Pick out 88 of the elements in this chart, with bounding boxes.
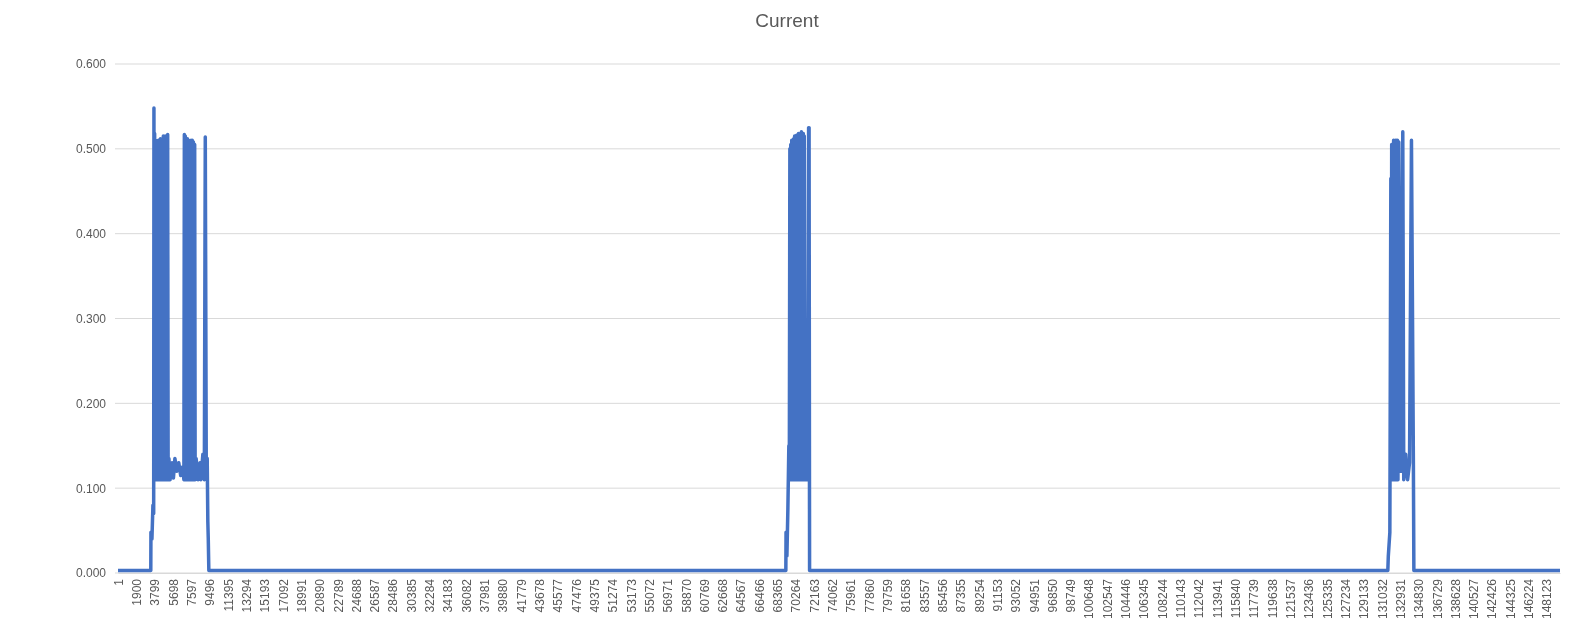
x-tick-label: 22789 [331, 578, 346, 613]
x-tick-label: 110143 [1174, 578, 1189, 619]
x-tick-label: 87355 [954, 578, 969, 613]
x-tick-label: 28486 [386, 578, 401, 613]
x-tick-label: 18991 [294, 578, 309, 613]
x-tick-label: 115840 [1229, 578, 1244, 619]
x-tick-label: 62668 [716, 578, 731, 613]
x-tick-label: 45577 [551, 578, 566, 613]
x-tick-label: 37981 [478, 578, 493, 613]
x-tick-label: 39880 [496, 578, 511, 613]
x-tick-label: 1 [111, 578, 126, 586]
x-tick-label: 91153 [990, 578, 1005, 612]
x-tick-label: 43678 [532, 578, 547, 613]
x-tick-label: 15193 [258, 578, 273, 613]
x-tick-label: 102547 [1100, 578, 1115, 620]
x-tick-label: 125335 [1320, 578, 1335, 620]
x-tick-label: 66466 [752, 578, 767, 613]
x-tick-label: 75961 [844, 578, 859, 613]
x-tick-label: 32284 [423, 578, 438, 613]
x-tick-label: 51274 [606, 578, 621, 613]
x-tick-label: 34183 [441, 578, 456, 613]
x-tick-label: 85456 [935, 578, 950, 613]
x-tick-label: 64567 [734, 578, 749, 613]
x-tick-label: 47476 [569, 578, 584, 613]
x-tick-label: 140527 [1467, 578, 1482, 620]
x-tick-label: 123436 [1302, 578, 1317, 620]
x-tick-label: 68365 [771, 578, 786, 613]
chart-title: Current [755, 10, 820, 31]
x-tick-label: 104446 [1119, 578, 1134, 620]
x-tick-label: 96850 [1045, 578, 1060, 613]
x-tick-label: 17092 [276, 578, 291, 613]
x-tick-label: 49375 [587, 578, 602, 613]
x-tick-label: 148123 [1540, 578, 1555, 620]
x-tick-label: 26587 [368, 578, 383, 613]
x-tick-label: 41779 [514, 578, 529, 613]
y-tick-label: 0.200 [75, 396, 107, 411]
x-tick-label: 144325 [1503, 578, 1518, 620]
x-tick-label: 11395 [221, 578, 236, 612]
x-tick-label: 24688 [349, 578, 364, 613]
x-tick-label: 81658 [899, 578, 914, 613]
x-tick-label: 56971 [661, 578, 676, 613]
x-tick-label: 117739 [1247, 578, 1262, 619]
x-tick-label: 70264 [789, 578, 804, 613]
x-tick-label: 53173 [624, 578, 639, 613]
x-tick-label: 136729 [1430, 578, 1445, 620]
x-tick-label: 134830 [1412, 578, 1427, 620]
x-tick-label: 132931 [1393, 578, 1408, 620]
x-tick-label: 7597 [184, 578, 199, 606]
y-tick-label: 0.000 [75, 566, 107, 581]
x-tick-label: 58870 [679, 578, 694, 613]
x-tick-label: 30385 [404, 578, 419, 613]
x-tick-label: 55072 [642, 578, 657, 613]
x-tick-label: 20890 [313, 578, 328, 613]
y-tick-label: 0.400 [75, 227, 107, 242]
y-tick-label: 0.500 [75, 142, 107, 157]
x-tick-label: 72163 [807, 578, 822, 613]
x-tick-label: 93052 [1009, 578, 1024, 613]
x-tick-label: 94951 [1027, 578, 1042, 613]
x-tick-label: 89254 [972, 578, 987, 613]
x-tick-label: 131032 [1375, 578, 1390, 620]
x-tick-label: 79759 [881, 578, 896, 613]
x-tick-label: 127234 [1338, 578, 1353, 620]
x-tick-label: 113941 [1210, 578, 1225, 619]
x-tick-label: 108244 [1155, 578, 1170, 620]
x-tick-label: 98749 [1064, 578, 1079, 613]
x-tick-label: 100648 [1082, 578, 1097, 620]
x-tick-label: 138628 [1448, 578, 1463, 620]
x-tick-label: 13294 [239, 578, 254, 613]
x-tick-label: 36082 [459, 578, 474, 613]
y-tick-label: 0.100 [75, 481, 107, 496]
x-tick-label: 1900 [130, 578, 145, 606]
y-tick-label: 0.300 [75, 311, 107, 326]
x-tick-label: 83557 [917, 578, 932, 613]
x-tick-label: 60769 [697, 578, 712, 613]
x-tick-label: 146224 [1522, 578, 1537, 620]
x-tick-label: 121537 [1283, 578, 1298, 620]
x-tick-label: 5698 [166, 578, 181, 606]
x-tick-label: 77860 [862, 578, 877, 613]
x-tick-label: 142426 [1485, 578, 1500, 620]
x-tick-label: 9496 [203, 578, 218, 606]
x-tick-label: 74062 [826, 578, 841, 613]
x-tick-label: 119638 [1265, 578, 1280, 619]
x-tick-label: 3799 [148, 578, 163, 606]
y-tick-label: 0.600 [75, 57, 107, 72]
line-series [116, 106, 1562, 573]
x-tick-label: 112042 [1192, 578, 1207, 619]
x-tick-label: 129133 [1357, 578, 1372, 620]
x-tick-label: 106345 [1137, 578, 1152, 620]
